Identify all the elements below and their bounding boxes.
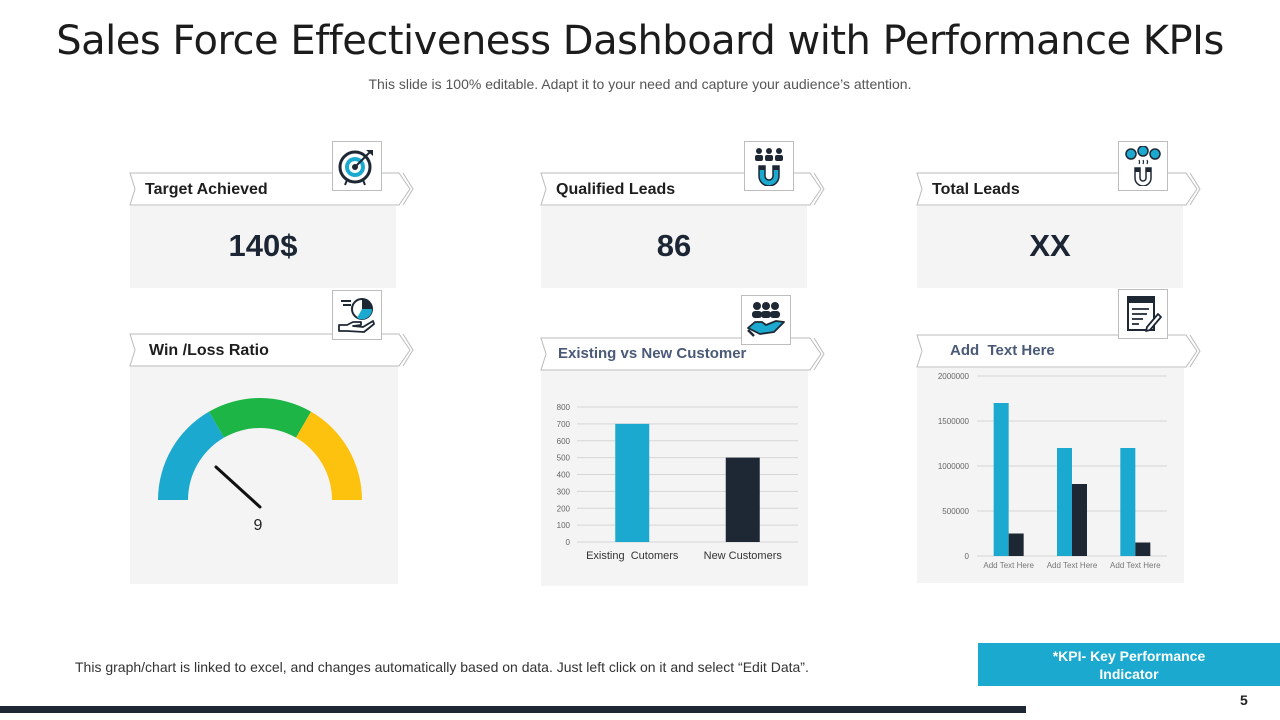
bar-0-1 — [1008, 533, 1024, 556]
total-leads-value: XX — [1029, 228, 1071, 263]
customer-chart-panel — [541, 370, 808, 586]
lead-magnet-icon — [1118, 141, 1168, 191]
y-tick-label: 700 — [557, 420, 571, 429]
target-achieved-value: 140$ — [228, 228, 298, 263]
document-pen-icon — [1118, 289, 1168, 339]
addtext-bar-chart: 0 500000 1000000 1500000 2000000 Add Text Her… — [938, 372, 1167, 570]
gauge-segment-high — [296, 411, 362, 500]
y-tick-label: 2000000 — [938, 372, 970, 381]
addtext-tab: Add Text Here — [916, 334, 1201, 368]
win-loss-label: Win /Loss Ratio — [149, 342, 269, 359]
page-number: 5 — [1240, 692, 1248, 708]
addtext-chart-label: Add Text Here — [950, 342, 1055, 359]
bar-0-0 — [993, 403, 1009, 556]
bottom-bar — [0, 706, 1026, 713]
magnet-people-icon — [744, 141, 794, 191]
y-tick-label: 400 — [557, 471, 571, 480]
qualified-leads-value: 86 — [656, 228, 692, 263]
win-loss-tab: Win /Loss Ratio — [129, 333, 414, 367]
gauge-chart: 9 — [158, 398, 362, 534]
hand-team-icon — [741, 295, 791, 345]
customer-chart-label: Existing vs New Customer — [558, 345, 747, 362]
tab-shape — [129, 333, 414, 367]
total-leads-panel — [917, 206, 1183, 288]
gauge-segment-low — [158, 411, 224, 500]
customer-bar-chart: 0 100 200 300 400 500 600 700 800 Existing Cutome… — [557, 403, 798, 562]
x-category-label: Add Text Here — [1047, 561, 1098, 570]
page-subtitle: This slide is 100% editable. Adapt it to… — [368, 76, 912, 92]
y-tick-label: 500 — [557, 454, 571, 463]
qualified-leads-label: Qualified Leads — [556, 181, 676, 198]
y-tick-label: 500000 — [942, 507, 969, 516]
bar-1 — [725, 457, 760, 542]
target-achieved-label: Target Achieved — [145, 181, 268, 198]
target-achieved-panel — [130, 206, 396, 288]
x-category-label: Add Text Here — [1110, 561, 1161, 570]
y-tick-label: 100 — [557, 521, 571, 530]
y-tick-label: 1000000 — [938, 462, 970, 471]
kpi-legend-line2: Indicator — [1099, 665, 1159, 682]
qualified-leads-panel — [541, 206, 807, 288]
bar-2-0 — [1120, 448, 1136, 556]
y-tick-label: 0 — [965, 552, 970, 561]
y-tick-label: 0 — [566, 538, 571, 547]
tab-shape — [540, 337, 825, 371]
footnote: This graph/chart is linked to excel, and… — [75, 659, 809, 675]
gauge-value: 9 — [254, 517, 263, 534]
x-category-label: Existing Cutomers — [586, 550, 679, 562]
y-tick-label: 1500000 — [938, 417, 970, 426]
y-tick-label: 800 — [557, 403, 571, 412]
x-category-label: Add Text Here — [983, 561, 1034, 570]
gauge-needle — [214, 465, 262, 509]
hand-pie-chart-icon — [332, 290, 382, 340]
y-tick-label: 200 — [557, 504, 571, 513]
y-tick-label: 600 — [557, 437, 571, 446]
bar-0 — [615, 423, 650, 542]
tab-shape — [916, 334, 1201, 368]
kpi-legend-box: *KPI- Key Performance Indicator — [978, 643, 1280, 686]
x-category-label: New Customers — [704, 550, 783, 562]
target-icon — [332, 141, 382, 191]
total-leads-label: Total Leads — [932, 181, 1020, 198]
bar-1-0 — [1057, 448, 1072, 556]
kpi-legend-line1: *KPI- Key Performance — [1052, 647, 1206, 664]
gauge-segment-mid — [209, 398, 311, 438]
bar-2-1 — [1135, 542, 1151, 556]
bar-1-1 — [1072, 484, 1087, 556]
customer-tab: Existing vs New Customer — [540, 337, 825, 371]
page-title: Sales Force Effectiveness Dashboard with… — [56, 18, 1224, 64]
y-tick-label: 300 — [557, 487, 571, 496]
